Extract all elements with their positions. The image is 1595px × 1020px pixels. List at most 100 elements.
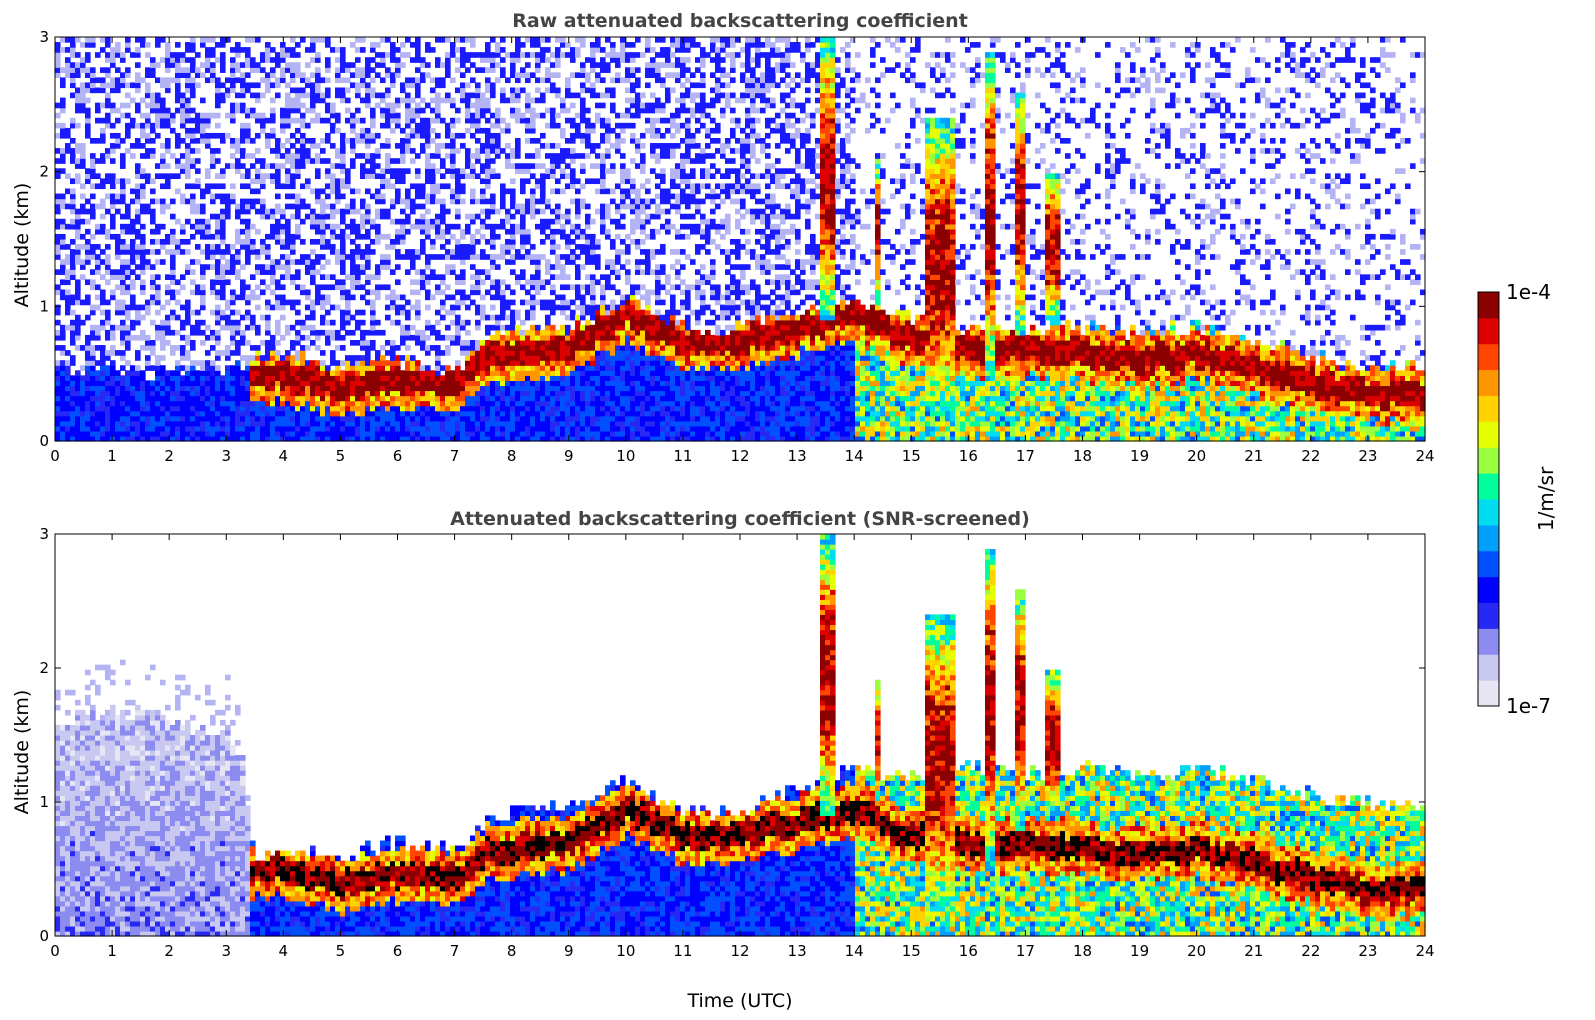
heatmap-cell	[275, 148, 281, 154]
heatmap-cell	[450, 370, 456, 376]
heatmap-cell	[445, 264, 451, 270]
heatmap-cell	[455, 47, 461, 53]
heatmap-cell	[255, 370, 261, 376]
heatmap-cell	[260, 123, 266, 129]
heatmap-cell	[255, 416, 261, 422]
heatmap-cell	[535, 254, 541, 260]
heatmap-cell	[140, 189, 146, 195]
heatmap-cell	[525, 128, 531, 134]
heatmap-cell	[135, 82, 141, 88]
heatmap-cell	[420, 57, 426, 63]
heatmap-cell	[405, 199, 411, 205]
heatmap-cell	[270, 108, 276, 114]
heatmap-cell	[495, 148, 501, 154]
heatmap-cell	[375, 133, 381, 139]
heatmap-cell	[380, 77, 386, 83]
heatmap-cell	[70, 401, 76, 407]
heatmap-cell	[155, 284, 161, 290]
heatmap-cell	[515, 391, 521, 397]
heatmap-cell	[190, 163, 196, 169]
heatmap-cell	[330, 411, 336, 417]
heatmap-cell	[145, 335, 151, 341]
heatmap-cell	[565, 214, 571, 220]
heatmap-cell	[365, 370, 371, 376]
heatmap-cell	[115, 396, 121, 402]
heatmap-cell	[345, 365, 351, 371]
heatmap-cell	[410, 113, 416, 119]
heatmap-cell	[260, 264, 266, 270]
heatmap-cell	[345, 88, 351, 94]
heatmap-cell	[395, 360, 401, 366]
heatmap-cell	[165, 118, 171, 124]
heatmap-cell	[140, 264, 146, 270]
heatmap-cell	[265, 431, 271, 437]
heatmap-cell	[175, 431, 181, 437]
heatmap-cell	[520, 416, 526, 422]
heatmap-cell	[425, 173, 431, 179]
heatmap-cell	[120, 320, 126, 326]
heatmap-cell	[105, 431, 111, 437]
heatmap-cell	[270, 365, 276, 371]
heatmap-cell	[105, 279, 111, 285]
heatmap-cell	[290, 300, 296, 306]
heatmap-cell	[135, 431, 141, 437]
heatmap-cell	[355, 249, 361, 255]
heatmap-cell	[295, 204, 301, 210]
heatmap-cell	[290, 103, 296, 109]
heatmap-cell	[420, 108, 426, 114]
heatmap-cell	[165, 67, 171, 73]
heatmap-cell	[130, 370, 136, 376]
heatmap-cell	[165, 406, 171, 412]
heatmap-cell	[185, 183, 191, 189]
heatmap-cell	[550, 274, 556, 280]
heatmap-cell	[230, 421, 236, 427]
heatmap-cell	[160, 239, 166, 245]
heatmap-cell	[95, 385, 101, 391]
heatmap-cell	[120, 194, 126, 200]
heatmap-cell	[560, 264, 566, 270]
heatmap-cell	[195, 320, 201, 326]
heatmap-cell	[335, 148, 341, 154]
heatmap-cell	[110, 173, 116, 179]
heatmap-cell	[315, 411, 321, 417]
heatmap-cell	[505, 340, 511, 346]
heatmap-cell	[295, 300, 301, 306]
heatmap-cell	[480, 168, 486, 174]
heatmap-cell	[185, 173, 191, 179]
heatmap-cell	[550, 249, 556, 255]
heatmap-cell	[150, 108, 156, 114]
heatmap-cell	[200, 375, 206, 381]
heatmap-cell	[165, 143, 171, 149]
heatmap-cell	[260, 290, 266, 296]
heatmap-cell	[230, 67, 236, 73]
heatmap-cell	[490, 315, 496, 321]
heatmap-cell	[350, 315, 356, 321]
heatmap-cell	[560, 52, 566, 58]
heatmap-cell	[390, 72, 396, 78]
heatmap-cell	[105, 315, 111, 321]
heatmap-cell	[535, 199, 541, 205]
heatmap-cell	[130, 98, 136, 104]
heatmap-cell	[540, 345, 546, 351]
heatmap-cell	[225, 370, 231, 376]
heatmap-cell	[95, 325, 101, 331]
heatmap-cell	[530, 396, 536, 402]
heatmap-cell	[545, 370, 551, 376]
heatmap-cell	[555, 214, 561, 220]
heatmap-cell	[110, 143, 116, 149]
heatmap-cell	[525, 254, 531, 260]
heatmap-cell	[550, 153, 556, 159]
heatmap-cell	[305, 406, 311, 412]
heatmap-cell	[510, 320, 516, 326]
heatmap-cell	[465, 93, 471, 99]
heatmap-cell	[565, 118, 571, 124]
heatmap-cell	[505, 229, 511, 235]
heatmap-cell	[325, 396, 331, 402]
heatmap-cell	[535, 300, 541, 306]
heatmap-cell	[245, 310, 251, 316]
heatmap-cell	[75, 380, 81, 386]
heatmap-cell	[195, 370, 201, 376]
heatmap-cell	[235, 108, 241, 114]
heatmap-cell	[540, 52, 546, 58]
heatmap-cell	[280, 244, 286, 250]
